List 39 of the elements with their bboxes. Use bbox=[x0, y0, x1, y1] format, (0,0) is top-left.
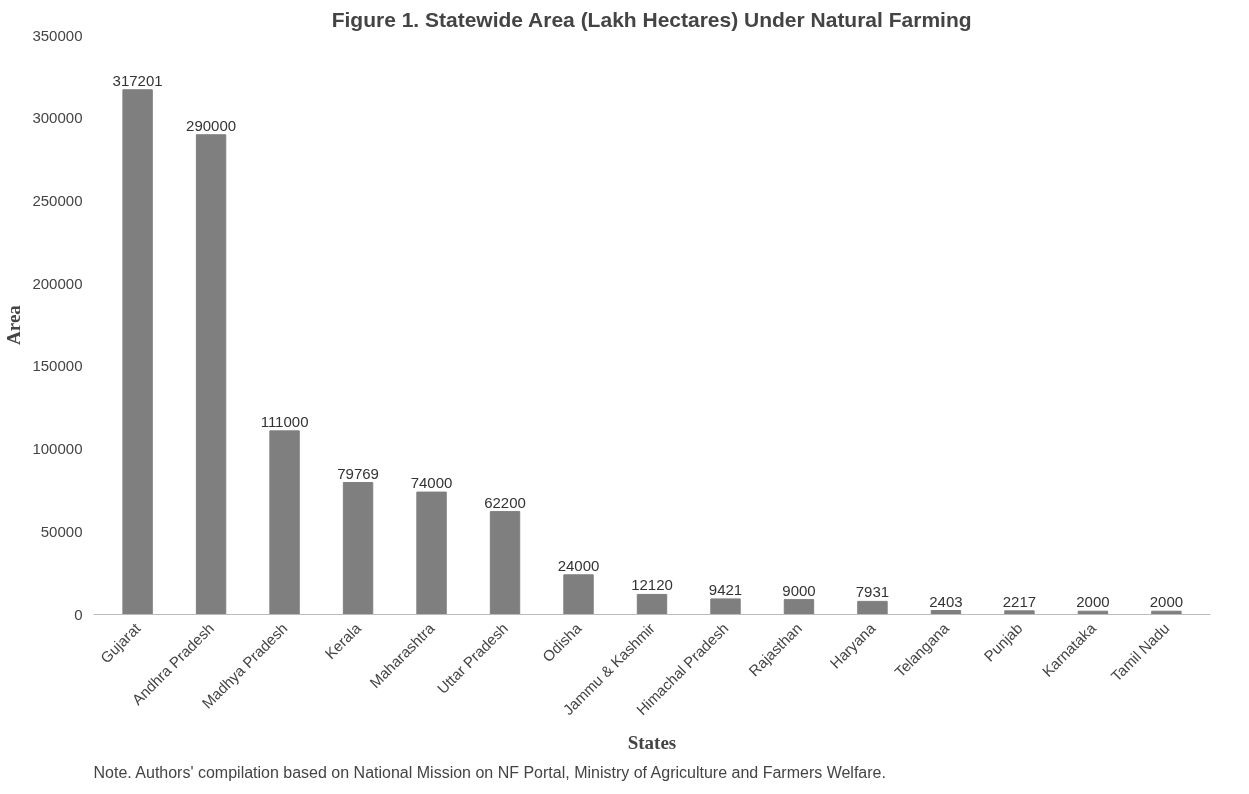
y-tick-label: 250000 bbox=[32, 191, 83, 209]
data-label: 9421 bbox=[708, 580, 743, 598]
data-label: 79769 bbox=[337, 464, 379, 482]
data-label: 24000 bbox=[557, 556, 600, 574]
y-tick-label: 50000 bbox=[40, 522, 83, 540]
bar bbox=[489, 511, 521, 615]
y-tick-label: 150000 bbox=[32, 357, 83, 375]
data-label: 2000 bbox=[1149, 593, 1184, 611]
bar bbox=[857, 600, 888, 615]
data-label: 2000 bbox=[1076, 593, 1110, 611]
data-label: 2403 bbox=[929, 592, 963, 610]
y-tick-label: 300000 bbox=[32, 109, 83, 127]
y-tick-label: 0 bbox=[74, 605, 83, 623]
data-label: 111000 bbox=[260, 412, 309, 430]
bar bbox=[1004, 610, 1035, 615]
y-tick-label: 350000 bbox=[32, 26, 83, 44]
bar bbox=[342, 482, 374, 615]
x-axis-title: States bbox=[627, 732, 677, 754]
bar bbox=[416, 491, 447, 615]
bar bbox=[122, 89, 153, 615]
data-label: 290000 bbox=[186, 116, 237, 134]
bar bbox=[269, 430, 300, 615]
data-label: 9000 bbox=[782, 581, 816, 599]
y-tick-label: 100000 bbox=[32, 440, 83, 458]
y-axis-title: Area bbox=[3, 304, 25, 345]
data-label: 317201 bbox=[112, 71, 163, 89]
bar bbox=[563, 574, 594, 615]
bar bbox=[195, 134, 227, 615]
bar bbox=[710, 598, 741, 615]
bar bbox=[636, 593, 668, 615]
y-tick-label: 200000 bbox=[32, 274, 83, 292]
chart-title: Figure 1. Statewide Area (Lakh Hectares) Under Natural Farming bbox=[331, 7, 972, 31]
data-label: 7931 bbox=[855, 583, 890, 601]
data-label: 12120 bbox=[631, 576, 673, 594]
text: Note. Authors' compilation based on National Mission on NF Portal, Ministry of Agriculture and Farmers Welfare. bbox=[93, 763, 886, 781]
data-label: 2217 bbox=[1002, 592, 1037, 610]
bar bbox=[783, 599, 815, 615]
data-label: 74000 bbox=[410, 474, 453, 492]
data-label: 62200 bbox=[484, 493, 526, 511]
